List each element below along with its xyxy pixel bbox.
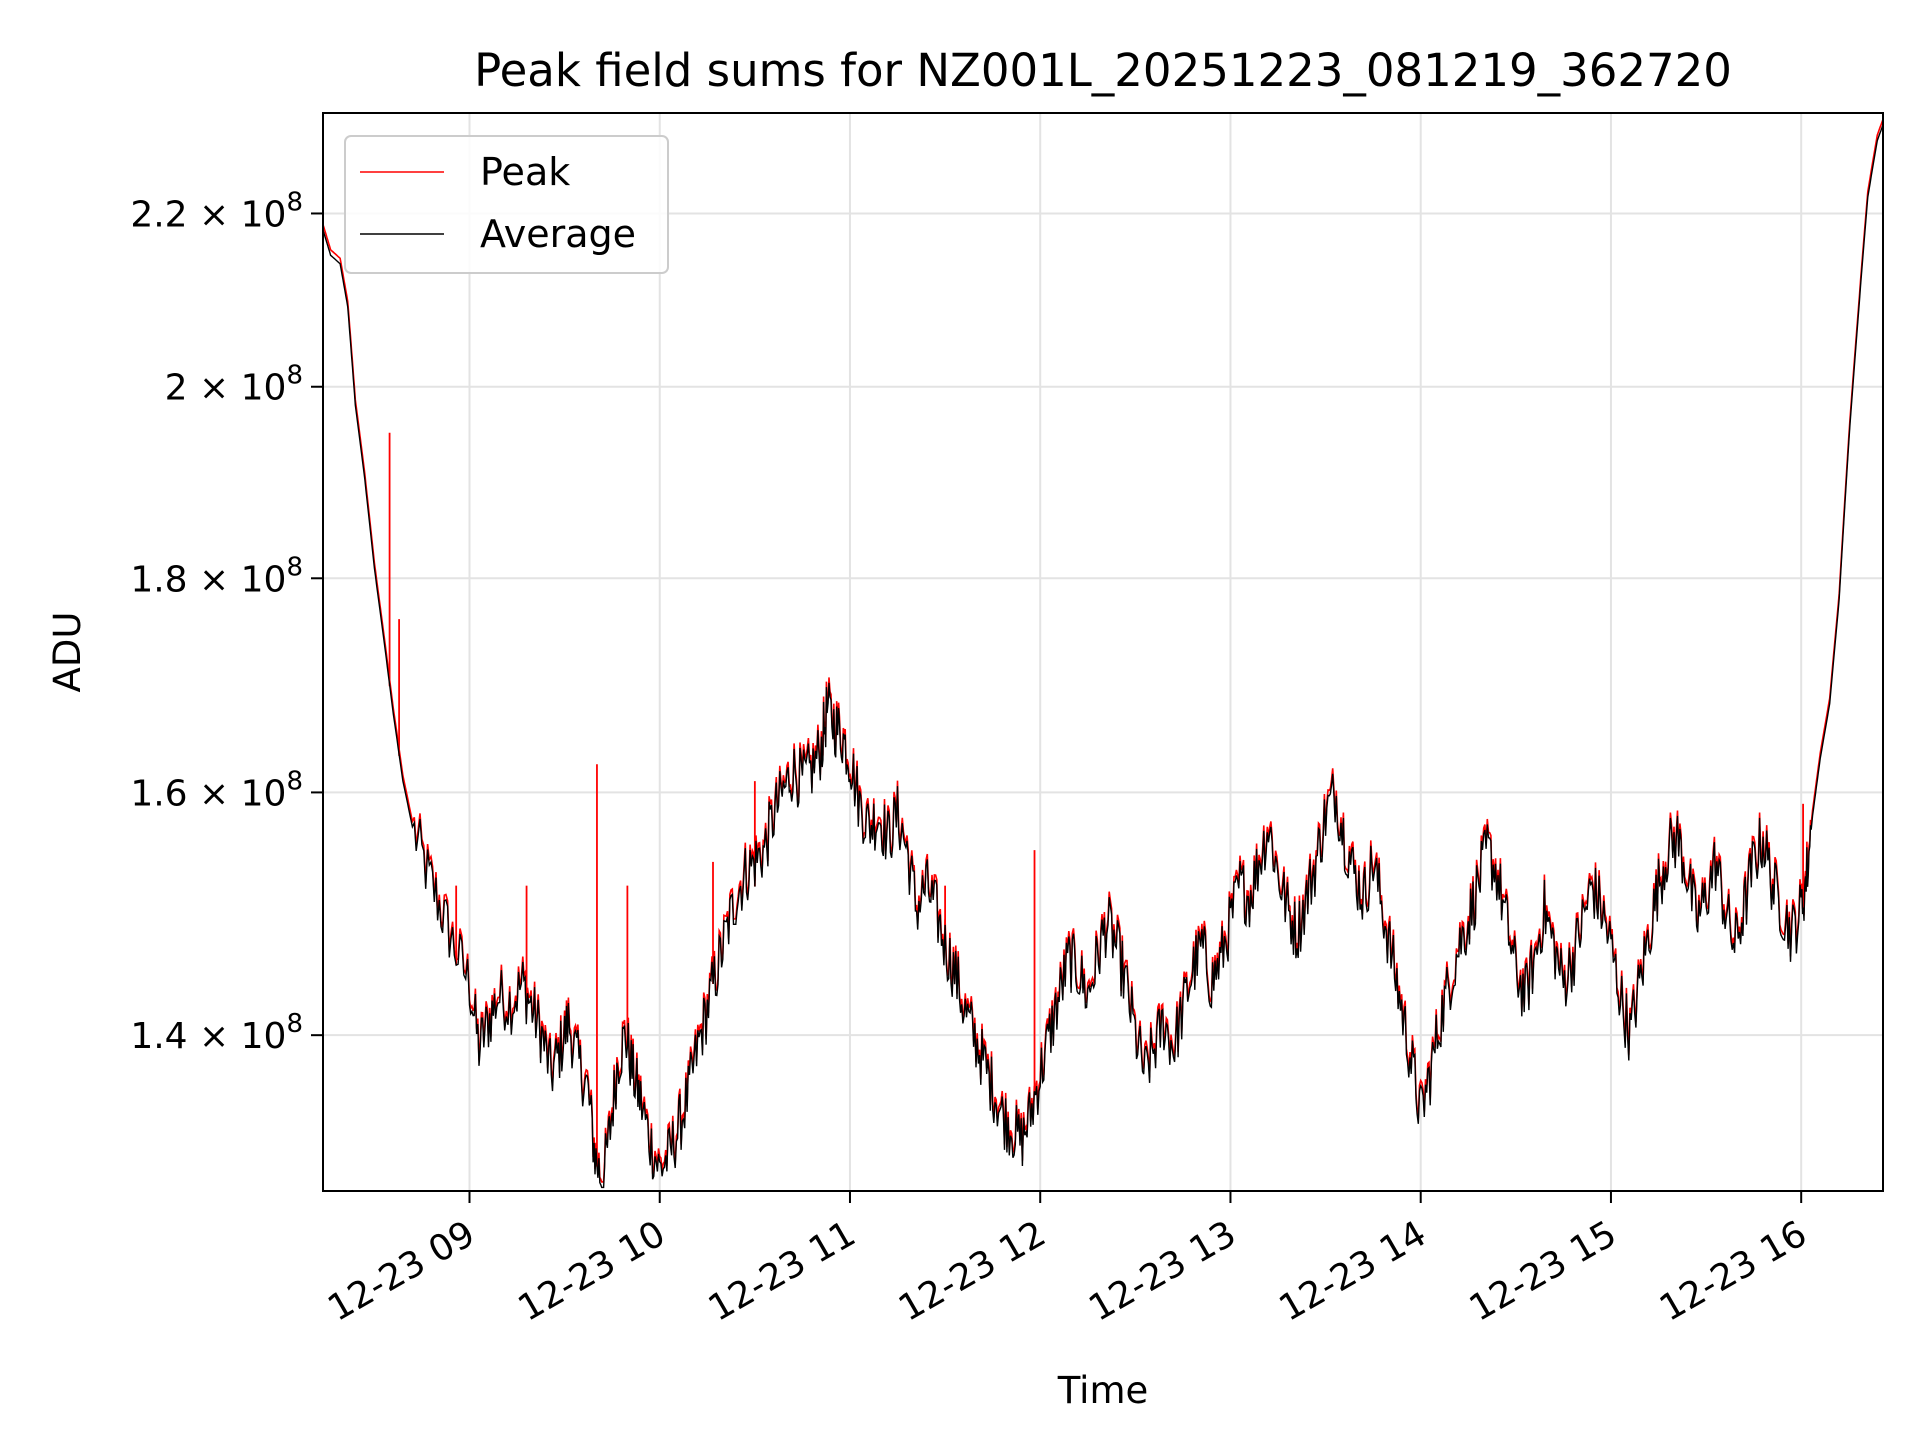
- y-tick-exponent: 8: [286, 552, 303, 582]
- y-tick-exponent: 8: [286, 187, 303, 217]
- y-tick-times: ×: [188, 559, 241, 600]
- series-layer: [322, 119, 1884, 1189]
- y-tick-base: 10: [241, 773, 287, 814]
- y-tick-mantissa: 2.2: [130, 194, 187, 235]
- grid: [323, 113, 1883, 1191]
- y-tick-label: 1.6 × 108: [130, 766, 303, 814]
- y-tick-label: 1.4 × 108: [130, 1009, 303, 1057]
- y-tick-times: ×: [188, 194, 241, 235]
- y-tick-times: ×: [188, 368, 241, 409]
- y-tick-times: ×: [188, 1016, 241, 1057]
- y-tick-mantissa: 1.4: [130, 1016, 187, 1057]
- y-tick-mantissa: 2: [165, 368, 188, 409]
- y-tick-base: 10: [241, 194, 287, 235]
- legend-box: [344, 135, 669, 274]
- y-tick-exponent: 8: [286, 361, 303, 391]
- x-axis-label: Time: [1057, 1369, 1149, 1412]
- y-tick-label: 2 × 108: [165, 361, 303, 409]
- y-tick-times: ×: [188, 773, 241, 814]
- y-tick-mantissa: 1.6: [130, 773, 187, 814]
- legend-average-label: Average: [480, 212, 636, 256]
- legend-peak-label: Peak: [480, 150, 570, 194]
- y-tick-label: 1.8 × 108: [130, 552, 303, 600]
- y-tick-base: 10: [241, 368, 287, 409]
- y-axis-label: ADU: [46, 612, 89, 693]
- chart-title: Peak field sums for NZ001L_20251223_0812…: [474, 44, 1732, 97]
- y-tick-exponent: 8: [286, 766, 303, 796]
- y-tick-base: 10: [241, 559, 287, 600]
- average-series-line: [322, 124, 1884, 1189]
- plot-frame: [322, 112, 1884, 1192]
- y-tick-mantissa: 1.8: [130, 559, 187, 600]
- y-tick-exponent: 8: [286, 1009, 303, 1039]
- y-tick-base: 10: [241, 1016, 287, 1057]
- y-tick-label: 2.2 × 108: [130, 187, 303, 235]
- legend: Peak Average: [344, 135, 669, 274]
